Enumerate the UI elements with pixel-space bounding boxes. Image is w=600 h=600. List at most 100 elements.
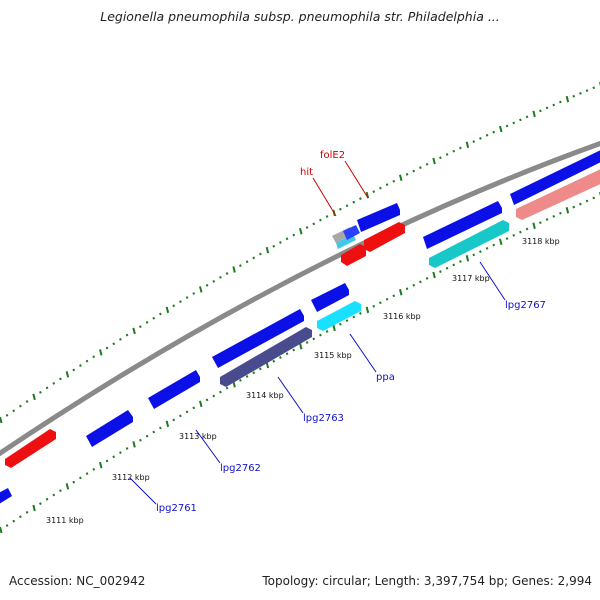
outer-track-dot	[25, 400, 29, 403]
gene-forward-2	[86, 410, 133, 447]
inner-track-dot	[532, 222, 536, 230]
inner-track-dot	[165, 420, 170, 428]
outer-track-dot	[119, 338, 122, 341]
inner-track-dot	[472, 253, 476, 257]
inner-track-dot	[99, 461, 103, 469]
outer-track-dot	[152, 316, 156, 320]
outer-track-dot	[385, 183, 389, 187]
outer-track-dot	[99, 349, 103, 356]
outer-track-dot	[212, 280, 216, 283]
inner-track-dot	[259, 367, 262, 371]
gene-labels: lpg2761 lpg2762 lpg2763 ppa lpg2767 hit folE2	[129, 150, 546, 514]
gene-forward-4	[212, 309, 304, 368]
outer-track-dot	[432, 157, 436, 165]
inner-track-dot	[572, 205, 576, 209]
outer-track-dot	[459, 146, 462, 150]
inner-track-dot	[252, 371, 256, 375]
outer-track-dot	[279, 241, 282, 244]
gene-label-leader	[129, 477, 157, 505]
outer-track-dot	[419, 166, 422, 170]
inner-track-dot	[445, 266, 449, 270]
outer-track-dot	[352, 200, 356, 204]
outer-track-dot	[479, 137, 482, 140]
inner-track-dot	[205, 398, 209, 402]
outer-track-dot	[319, 218, 322, 222]
inner-track-dot	[505, 237, 509, 240]
outer-track-dot	[145, 321, 149, 324]
gene-label-ppa[interactable]: ppa	[376, 372, 395, 383]
outer-track-dot	[539, 109, 542, 113]
gene-reverse-red-1	[5, 429, 56, 468]
outer-track-dot	[125, 333, 129, 337]
kbp-tick-label: 3112 kbp	[112, 473, 150, 482]
outer-track-dot	[572, 94, 576, 98]
gene-label-hit[interactable]: hit	[300, 167, 313, 178]
inner-dotted-track	[0, 192, 600, 534]
outer-track-dot	[92, 355, 96, 359]
inner-track-dot	[412, 283, 416, 287]
inner-track-dot	[499, 238, 503, 246]
gene-label-lpg2763[interactable]: lpg2763	[303, 413, 344, 424]
inner-track-dot	[399, 288, 403, 296]
outer-track-dot	[452, 149, 456, 153]
outer-track-dot	[79, 364, 82, 367]
inner-track-dot	[579, 202, 582, 206]
outer-track-dot	[552, 103, 556, 107]
inner-track-dot	[199, 400, 203, 408]
inner-track-dot	[439, 270, 442, 273]
outer-track-dot	[372, 190, 376, 193]
inner-track-dot	[5, 524, 9, 527]
outer-track-dot	[199, 286, 203, 293]
outer-track-dot	[132, 327, 136, 335]
outer-track-dot	[299, 228, 303, 235]
outer-track-dot	[412, 169, 416, 173]
outer-track-dot	[245, 260, 249, 264]
inner-track-dot	[319, 333, 322, 337]
reverse-strand-genes	[5, 169, 600, 468]
gene-forward-3	[148, 370, 200, 409]
gene-label-lpg2767[interactable]: lpg2767	[505, 300, 546, 311]
outer-track-dot	[512, 121, 516, 125]
inner-track-dot	[292, 348, 296, 352]
outer-track-dot	[339, 207, 342, 211]
outer-track-dot	[172, 304, 176, 308]
inner-track-dot	[52, 493, 56, 497]
outer-track-dot	[565, 95, 570, 103]
outer-track-dot	[5, 413, 9, 417]
inner-track-dot	[379, 301, 382, 305]
gene-label-leader	[195, 429, 221, 464]
outer-track-dot	[85, 359, 89, 363]
outer-track-dot	[265, 246, 270, 254]
outer-track-dot	[492, 130, 496, 134]
outer-track-dot	[219, 276, 222, 279]
inner-track-dot	[365, 306, 370, 314]
outer-track-dot	[579, 92, 582, 95]
outer-track-dot	[52, 381, 56, 385]
gene-label-lpg2761[interactable]: lpg2761	[156, 503, 197, 514]
outer-track-dot	[65, 371, 70, 378]
inner-track-dot	[359, 312, 362, 315]
gene-reverse-red-2	[341, 244, 366, 266]
inner-track-dot	[125, 447, 129, 450]
inner-track-dot	[459, 260, 462, 263]
inner-track-dot	[552, 215, 556, 218]
inner-track-dot	[132, 441, 136, 448]
outer-track-dot	[559, 100, 562, 104]
outer-track-dot	[325, 215, 329, 218]
kbp-tick-label: 3117 kbp	[452, 274, 490, 283]
inner-track-dot	[172, 418, 176, 422]
gene-forward-8	[510, 150, 600, 205]
outer-track-dot	[359, 197, 362, 200]
outer-track-dot	[505, 124, 509, 128]
inner-track-dot	[585, 199, 589, 203]
outer-track-dot	[259, 252, 262, 256]
gene-label-lpg2762[interactable]: lpg2762	[220, 463, 261, 474]
inner-track-dot	[285, 352, 289, 356]
inner-track-dot	[485, 246, 489, 250]
outer-track-dot	[225, 272, 229, 275]
inner-track-dot	[32, 504, 36, 512]
outer-track-dot	[472, 140, 476, 143]
outer-track-dot	[239, 264, 242, 267]
gene-label-folE2[interactable]: folE2	[320, 150, 345, 161]
